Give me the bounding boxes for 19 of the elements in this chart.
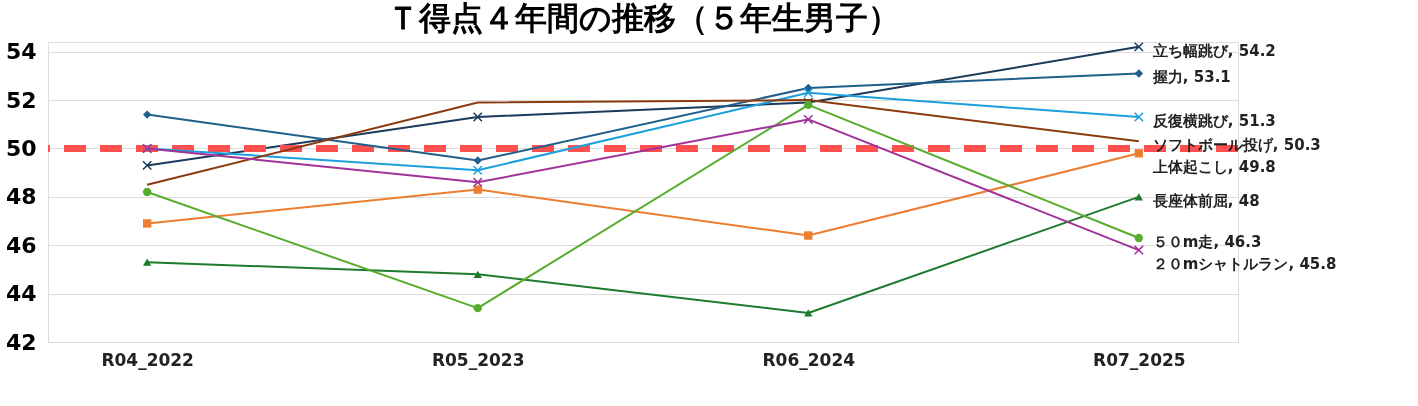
x-tick-label: R07_2025 — [1093, 349, 1186, 370]
x-tick-label: R04_2022 — [101, 349, 194, 370]
y-tick-label: 48 — [5, 184, 37, 210]
data-label: 立ち幅跳び, 54.2 — [1151, 41, 1276, 60]
x-tick-label: R06_2024 — [762, 349, 856, 370]
data-label: 上体起こし, 49.8 — [1151, 158, 1276, 177]
y-tick-label: 44 — [5, 281, 37, 307]
y-tick-label: 50 — [5, 135, 37, 161]
y-tick-label: 46 — [5, 232, 37, 258]
y-tick-label: 54 — [5, 39, 37, 65]
data-label: 握力, 53.1 — [1151, 68, 1231, 87]
data-label: ２０mシャトルラン, 45.8 — [1152, 254, 1337, 273]
y-tick-label: 52 — [5, 87, 37, 113]
y-tick-label: 42 — [5, 329, 37, 355]
data-label: 反復横跳び, 51.3 — [1151, 112, 1276, 130]
data-label: 長座体前屈, 48 — [1151, 191, 1260, 210]
data-label: ５０m走, 46.3 — [1152, 232, 1262, 251]
chart-title: Ｔ得点４年間の推移（５年生男子） — [386, 0, 900, 37]
x-tick-label: R05_2023 — [431, 349, 525, 370]
